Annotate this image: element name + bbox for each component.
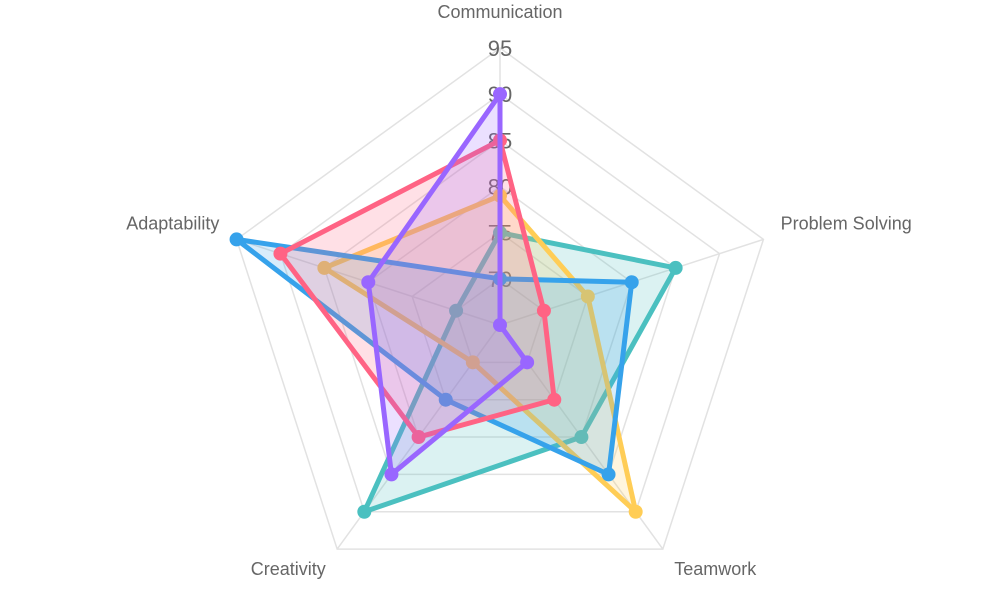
grid-ring — [411, 231, 589, 401]
grid-ring — [367, 185, 633, 438]
data-point[interactable] — [668, 260, 683, 275]
grid-ring — [455, 277, 545, 364]
data-point[interactable] — [493, 318, 507, 332]
data-point[interactable] — [273, 246, 288, 261]
grid-ring — [235, 47, 765, 550]
axis-label: Problem Solving — [781, 213, 912, 233]
axis-point-labels: Communication Problem Solving Teamwork Crea… — [126, 2, 911, 579]
data-point[interactable] — [536, 303, 551, 318]
axis-label: Communication — [437, 2, 562, 22]
data-point[interactable] — [229, 232, 244, 247]
data-point[interactable] — [601, 467, 616, 482]
data-point[interactable] — [628, 504, 643, 519]
series-3 — [273, 133, 562, 445]
series-layer — [229, 87, 683, 519]
data-point[interactable] — [465, 355, 480, 370]
series-0 — [357, 225, 683, 519]
data-point[interactable] — [493, 87, 507, 102]
series-area — [361, 230, 679, 515]
tick-label: 95 — [488, 36, 512, 61]
data-point[interactable] — [384, 467, 399, 482]
series-4 — [361, 87, 535, 482]
data-point[interactable] — [580, 289, 595, 304]
series-area — [234, 236, 635, 477]
data-point[interactable] — [574, 430, 589, 445]
grid-ring — [323, 139, 677, 476]
series-2 — [229, 232, 639, 482]
axis-label: Adaptability — [126, 213, 219, 233]
series-area — [277, 137, 557, 440]
data-point[interactable] — [520, 355, 535, 370]
axis-label: Teamwork — [674, 559, 757, 579]
series-area — [365, 91, 530, 477]
data-point[interactable] — [624, 275, 639, 290]
data-point[interactable] — [547, 392, 562, 407]
data-point[interactable] — [357, 504, 372, 519]
data-point[interactable] — [361, 275, 376, 290]
data-point[interactable] — [438, 392, 453, 407]
data-point[interactable] — [317, 260, 332, 275]
grid-ring — [279, 93, 721, 513]
data-point[interactable] — [411, 430, 426, 445]
axis-label: Creativity — [251, 559, 326, 579]
data-point[interactable] — [449, 303, 464, 318]
